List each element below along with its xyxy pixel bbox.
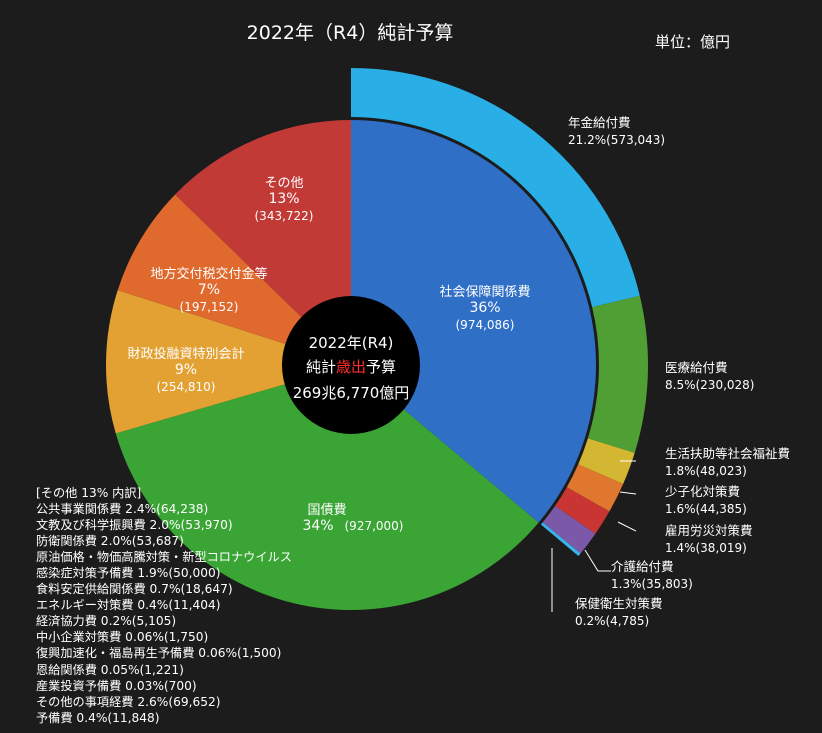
breakdown-item: 感染症対策予備費 1.9%(50,000) <box>36 566 221 581</box>
other-breakdown: [その他 13% 内訳] 公共事業関係費 2.4%(64,238) 文教及び科学… <box>36 485 292 726</box>
outer-label-value: 21.2%(573,043) <box>568 133 665 147</box>
outer-label-name: 少子化対策費 <box>665 484 740 499</box>
inner-label-value: (927,000) <box>345 519 404 533</box>
outer-label-name: 年金給付費 <box>568 115 631 130</box>
inner-label-pct: 36% <box>469 300 500 316</box>
breakdown-header: [その他 13% 内訳] <box>36 486 142 500</box>
outer-label-name: 保健衛生対策費 <box>575 596 663 611</box>
breakdown-item: 恩給関係費 0.05%(1,221) <box>36 662 184 677</box>
breakdown-item: 防衛関係費 2.0%(53,687) <box>36 534 184 549</box>
inner-label-pct: 34% <box>302 518 333 534</box>
inner-slice-2 <box>106 290 351 434</box>
inner-label-name: その他 <box>264 176 303 191</box>
outer-label-value: 1.3%(35,803) <box>611 577 693 591</box>
inner-label-pct: 13% <box>268 191 299 207</box>
inner-label-value: (254,810) <box>157 380 216 394</box>
outer-label-name: 医療給付費 <box>665 360 728 375</box>
inner-label-name: 社会保障関係費 <box>439 284 530 300</box>
inner-label-pct: 9% <box>175 362 197 378</box>
inner-label-pct: 7% <box>198 282 220 298</box>
breakdown-item: 産業投資予備費 0.03%(700) <box>36 678 197 693</box>
outer-label-value: 1.8%(48,023) <box>665 464 747 478</box>
outer-label-value: 1.4%(38,019) <box>665 541 747 555</box>
inner-slice-1 <box>115 365 539 610</box>
chart-title: 2022年（R4）純計予算 <box>246 22 454 44</box>
breakdown-item: その他の事項経費 2.6%(69,652) <box>36 694 221 709</box>
inner-slice-3 <box>117 194 352 365</box>
inner-label-value: (197,152) <box>180 300 239 314</box>
outer-slice-4 <box>555 487 610 534</box>
breakdown-item: 原油価格・物価高騰対策・新型コロナウイルス <box>36 550 292 565</box>
outer-slice-3 <box>566 464 624 512</box>
outer-slice-0 <box>351 68 640 308</box>
center-circle <box>282 296 420 434</box>
inner-slice-0 <box>351 120 596 523</box>
outer-slice-1 <box>587 295 648 453</box>
outer-label-value: 8.5%(230,028) <box>665 378 754 392</box>
outer-slice-2 <box>578 438 635 484</box>
breakdown-item: 復興加速化・福島再生予備費 0.06%(1,500) <box>36 646 282 661</box>
outer-label-value: 1.6%(44,385) <box>665 502 747 516</box>
center-line1: 2022年(R4) <box>309 334 394 352</box>
breakdown-item: 中小企業対策費 0.06%(1,750) <box>36 630 209 645</box>
leader-line <box>584 549 611 572</box>
inner-label-name: 地方交付税交付金等 <box>150 266 267 282</box>
inner-label-value: (343,722) <box>255 209 314 223</box>
center-line3: 269兆6,770億円 <box>293 384 410 402</box>
inner-label-value: (974,086) <box>456 318 515 332</box>
center-highlight: 歳出 <box>336 358 366 376</box>
breakdown-item: 予備費 0.4%(11,848) <box>36 710 160 725</box>
inner-label-name: 財政投融資特別会計 <box>127 346 244 362</box>
inner-label-name: 国債費 <box>307 503 346 518</box>
breakdown-item: 公共事業関係費 2.4%(64,238) <box>36 502 209 517</box>
outer-slice-6 <box>540 522 581 557</box>
breakdown-item: 経済協力費 0.2%(5,105) <box>36 614 177 629</box>
breakdown-item: エネルギー対策費 0.4%(11,404) <box>36 598 221 613</box>
leader-line <box>617 521 637 532</box>
leader-line <box>619 491 637 495</box>
outer-label-value: 0.2%(4,785) <box>575 614 649 628</box>
breakdown-item: 文教及び科学振興費 2.0%(53,970) <box>36 518 233 533</box>
unit-label: 単位：億円 <box>655 33 731 51</box>
breakdown-item: 食料安定供給関係費 0.7%(18,647) <box>36 582 233 597</box>
inner-slice-4 <box>175 120 351 365</box>
center-line2: 純計歳出予算 <box>306 358 396 376</box>
outer-label-name: 介護給付費 <box>611 559 674 574</box>
outer-label-name: 生活扶助等社会福祉費 <box>665 446 790 461</box>
outer-label-name: 雇用労災対策費 <box>665 523 753 538</box>
outer-slice-5 <box>542 505 596 554</box>
